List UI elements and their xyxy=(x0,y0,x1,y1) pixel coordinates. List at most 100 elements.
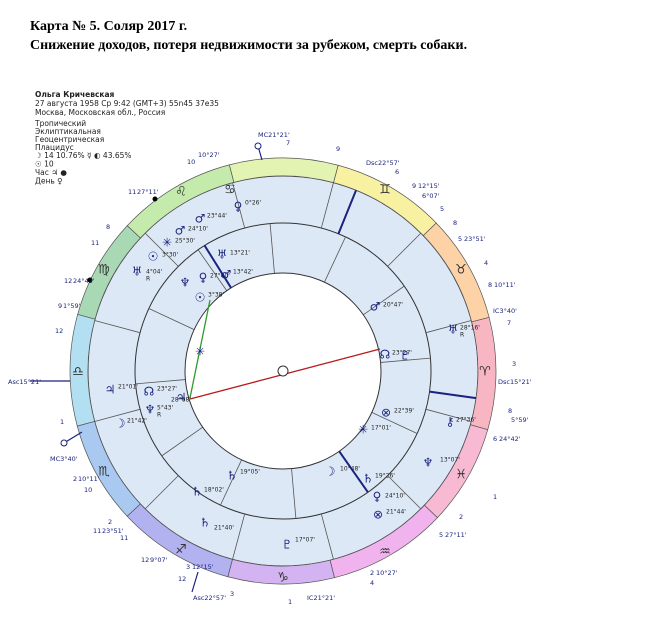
house-cusp xyxy=(94,320,141,334)
sign-glyph: ♌ xyxy=(175,185,187,200)
birth-place: Москва, Московская обл., Россия xyxy=(35,108,165,117)
outer-label: 10°11' xyxy=(78,475,100,483)
planet-glyph: ♅ xyxy=(217,248,228,262)
birth-date: 27 августа 1958 Ср 9:42 (GMT+3) 55n45 37… xyxy=(35,99,219,108)
sign-glyph: ♍ xyxy=(98,263,110,278)
house-cusp xyxy=(269,223,275,274)
house-cusp xyxy=(94,408,141,422)
sign-glyph: ♏ xyxy=(98,465,110,480)
outer-label: IC3°40' xyxy=(493,307,517,315)
dot xyxy=(87,277,93,283)
aspect-line xyxy=(189,299,211,399)
sign-glyph: ♋ xyxy=(224,183,236,198)
outer-label: 5 xyxy=(439,531,443,539)
planet-degree: 23°44' xyxy=(207,213,227,220)
planet-degree: 0°26' xyxy=(245,200,261,207)
sign-glyph: ♉ xyxy=(455,263,467,278)
planet-degree: 21°44' xyxy=(386,509,406,516)
outer-label: 5°59' xyxy=(511,416,529,424)
planet-degree: 23°27' xyxy=(392,350,412,357)
planet-glyph: ♄ xyxy=(363,472,374,486)
planet-degree: 22°39' xyxy=(394,408,414,415)
planet-glyph: ☽ xyxy=(325,465,336,479)
outer-label: 3 xyxy=(186,563,190,571)
outer-label: 8 xyxy=(488,281,492,289)
planet-glyph: ♇ xyxy=(400,349,411,363)
house-cusp xyxy=(144,475,179,510)
outer-label: 9 xyxy=(336,145,340,153)
title: Карта № 5. Соляр 2017 г. xyxy=(30,19,187,34)
outer-label: 7 xyxy=(507,319,511,327)
house-cusp xyxy=(380,357,431,363)
planet-degree: 13°21' xyxy=(230,250,250,257)
planet-degree: 19°05' xyxy=(240,469,260,476)
sign-glyph: ♑ xyxy=(277,571,289,586)
outer-label: 11 xyxy=(91,239,99,247)
outer-label: MC3°40' xyxy=(50,455,78,463)
planet-degree: 4°04' xyxy=(146,269,162,276)
house-cusp xyxy=(197,249,228,291)
planet-glyph: ♀ xyxy=(373,490,382,504)
house-cusp xyxy=(291,468,297,519)
planet-degree: 19°26' xyxy=(375,473,395,480)
setting: Геоцентрическая xyxy=(35,135,104,144)
planet-glyph: ♃ xyxy=(176,391,187,405)
outer-label: 10°27' xyxy=(198,151,220,159)
outer-label: 1°59' xyxy=(63,302,81,310)
setting: Тропический xyxy=(34,119,86,128)
outer-label: 8 xyxy=(508,407,512,415)
planet-degree: 24°10' xyxy=(385,493,405,500)
planet-glyph: ♆ xyxy=(145,403,156,417)
outer-label: 27°11' xyxy=(137,188,159,196)
planet-glyph: ⚷ xyxy=(446,415,455,429)
planet-glyph: ⊗ xyxy=(373,508,383,522)
outer-label: 10 xyxy=(187,158,195,166)
setting: Плацидус xyxy=(35,143,74,152)
subtitle: Снижение доходов, потеря недвижимости за… xyxy=(30,38,467,53)
planet-degree: 3°38' xyxy=(208,292,224,299)
sign-glyph: ♈ xyxy=(479,365,491,380)
house-cusp xyxy=(148,308,195,330)
outer-label: 1 xyxy=(288,598,292,606)
dot xyxy=(152,196,158,202)
outer-label: 10°11' xyxy=(494,281,516,289)
outer-label: 10 xyxy=(84,486,92,494)
axis-pointer xyxy=(63,431,83,444)
outer-label: 5 xyxy=(458,235,462,243)
planet-degree: 3°30' xyxy=(162,252,178,259)
planet-degree: 17°01' xyxy=(371,425,391,432)
outer-label: 3 xyxy=(230,590,234,598)
planet-glyph: ♇ xyxy=(282,538,293,552)
retrograde: R xyxy=(157,412,161,419)
outer-label: 12 xyxy=(64,277,72,285)
sign-glyph: ♐ xyxy=(175,543,187,558)
planet-degree: 27°00' xyxy=(210,273,230,280)
planet-glyph: ♄ xyxy=(227,469,238,483)
planet-degree: 27°36' xyxy=(456,417,476,424)
planet-degree: 21°01' xyxy=(118,384,138,391)
outer-label: 8 xyxy=(106,223,110,231)
setting: Эклиптикальная xyxy=(35,127,101,136)
outer-label: 11 xyxy=(128,188,136,196)
planet-degree: 21°42' xyxy=(127,418,147,425)
outer-label: 10°27' xyxy=(376,569,398,577)
planet-glyph: ✳ xyxy=(358,423,368,437)
sign-glyph: ♒ xyxy=(379,545,391,560)
outer-label: Dsc15°21' xyxy=(498,378,532,386)
planet-glyph: ⊗ xyxy=(381,406,391,420)
sign-glyph: ♊ xyxy=(379,183,391,198)
outer-label: 24°42' xyxy=(499,435,521,443)
planet-degree: 13°07' xyxy=(440,457,460,464)
outer-label: Asc15°21' xyxy=(8,378,41,386)
outer-label: 8 xyxy=(453,219,457,227)
outer-label: 2 xyxy=(73,475,77,483)
outer-label: 1 xyxy=(493,493,497,501)
planet-glyph: ♂ xyxy=(370,300,381,314)
house-cusp xyxy=(135,379,186,385)
planet-glyph: ♃ xyxy=(105,383,116,397)
outer-label: 9 xyxy=(412,182,416,190)
house-cusp xyxy=(425,320,472,334)
outer-label: 4 xyxy=(370,579,374,587)
outer-label: 5 xyxy=(440,205,444,213)
angle-cusp xyxy=(337,189,357,235)
